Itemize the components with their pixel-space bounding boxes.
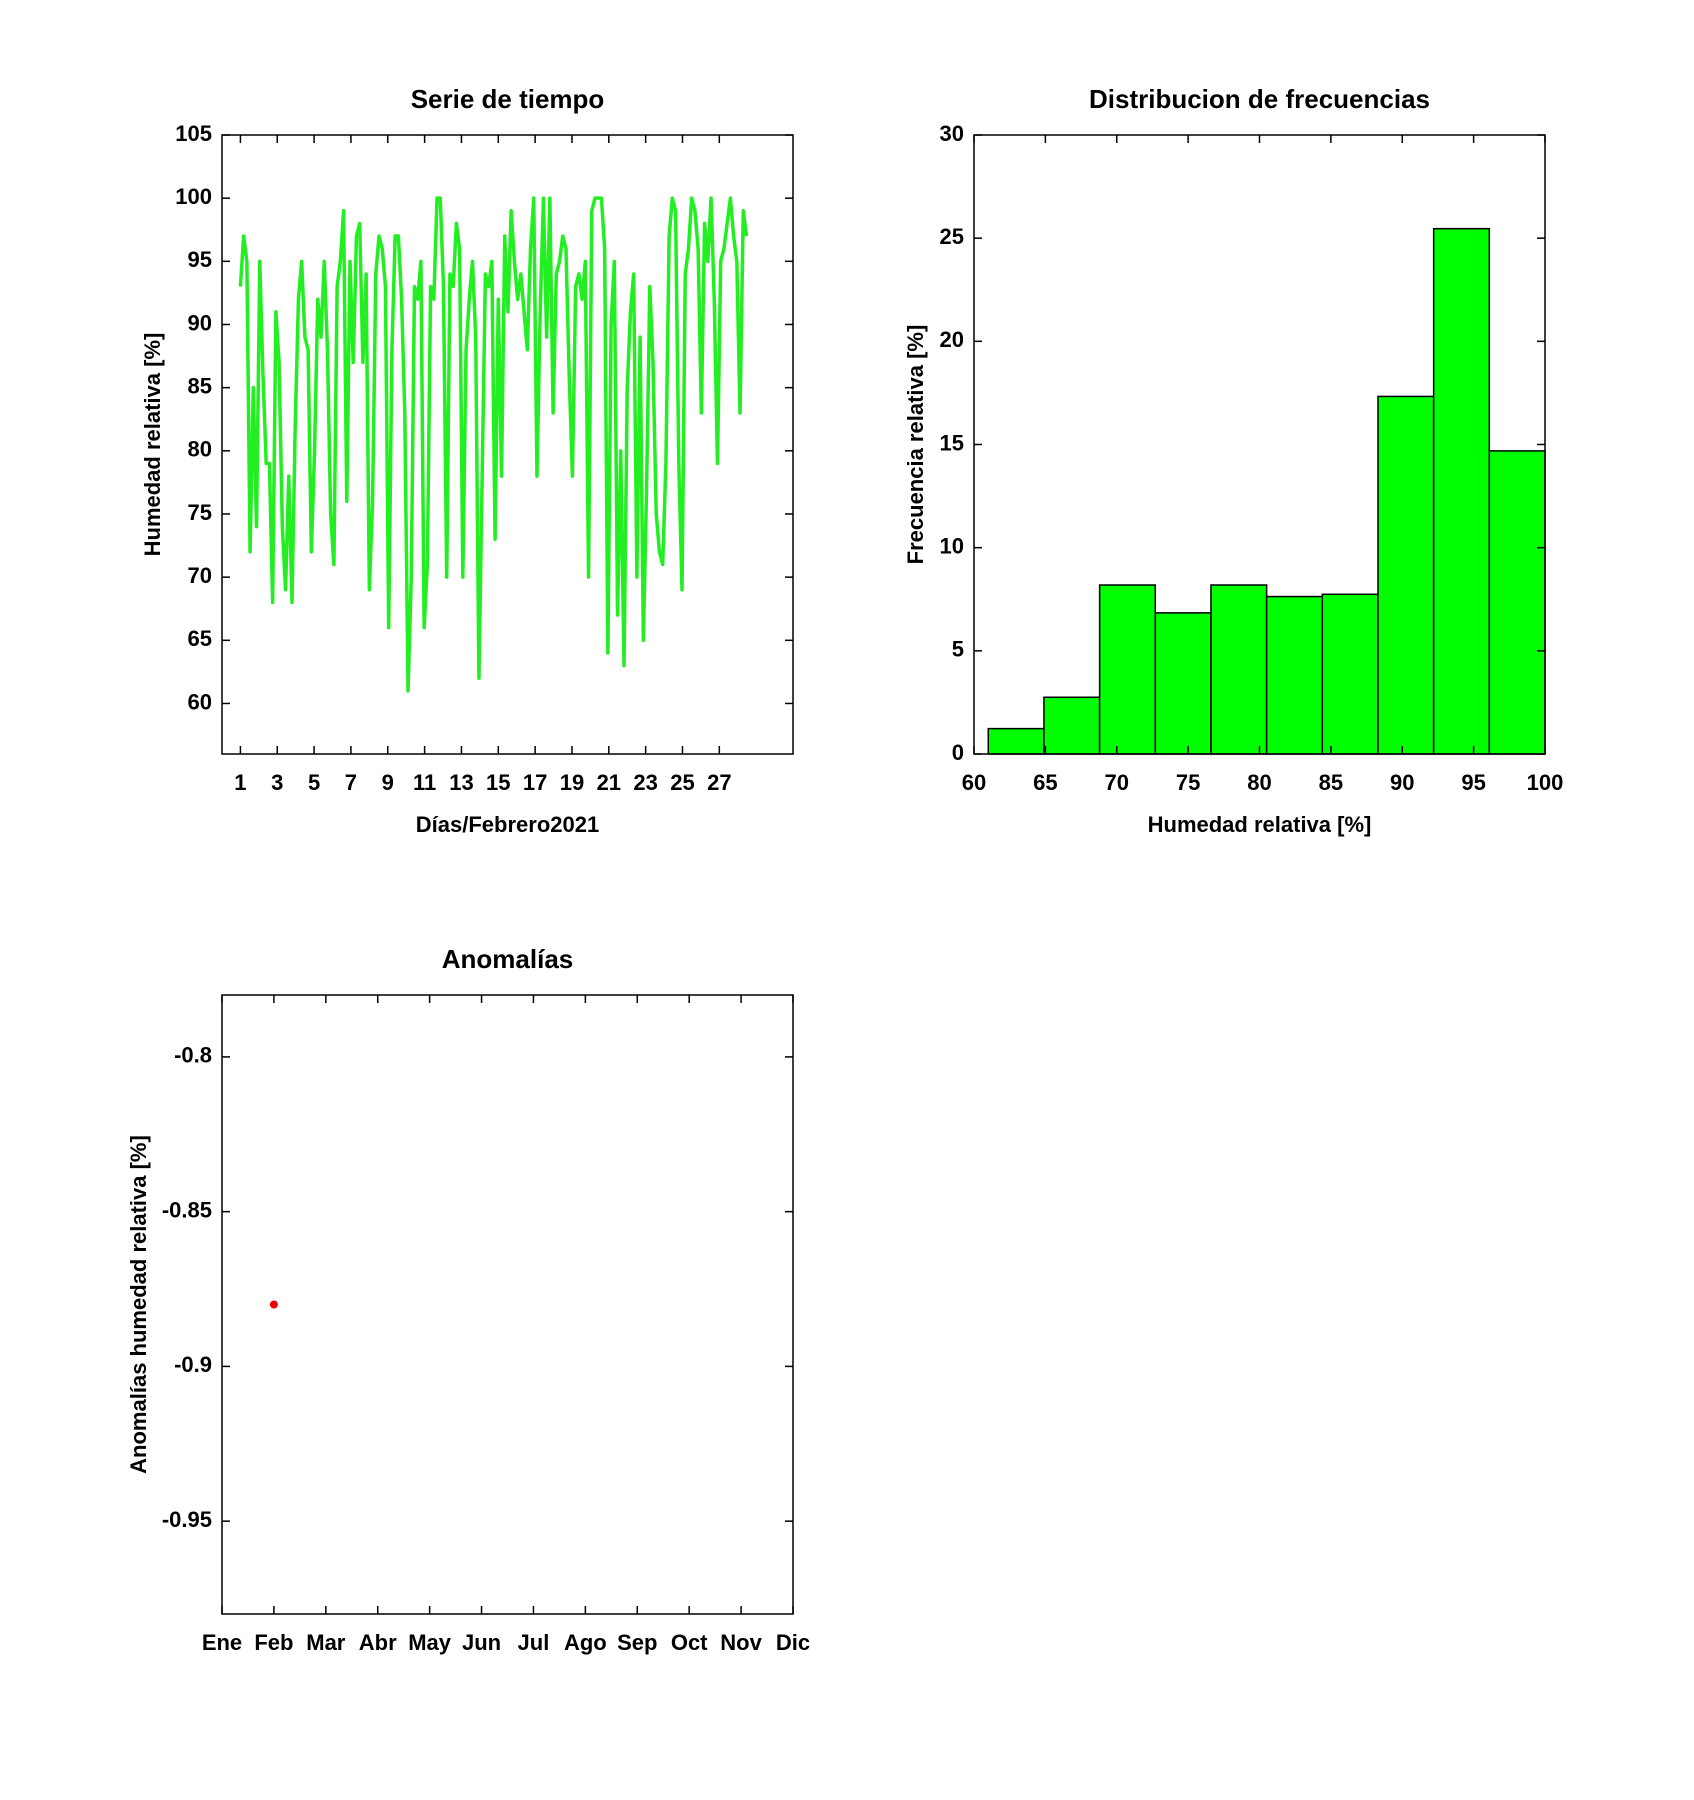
plot-frame [221, 134, 794, 755]
y-tick-label: 20 [940, 327, 964, 352]
x-tick-label: 25 [670, 770, 694, 795]
x-tick-label: Sep [617, 1630, 657, 1655]
bar [987, 727, 1045, 755]
x-tick-label: Feb [254, 1630, 293, 1655]
x-tick-label: 85 [1319, 770, 1343, 795]
y-tick-label: 5 [952, 637, 964, 662]
y-tick-label: -0.8 [174, 1043, 212, 1068]
x-tick-label: 100 [1527, 770, 1564, 795]
x-tick-label: 7 [345, 770, 357, 795]
bar [1377, 395, 1435, 755]
plot-frame [221, 994, 794, 1615]
x-tick-label: Oct [671, 1630, 708, 1655]
x-axis-label: Días/Febrero2021 [416, 812, 599, 837]
bar [1321, 593, 1379, 755]
x-tick-label: 80 [1247, 770, 1271, 795]
x-tick-label: 75 [1176, 770, 1200, 795]
y-tick-label: 105 [175, 121, 212, 146]
y-tick-label: 75 [188, 500, 212, 525]
x-tick-label: 9 [382, 770, 394, 795]
x-tick-label: Dic [776, 1630, 810, 1655]
x-tick-label: 5 [308, 770, 320, 795]
y-tick-label: -0.95 [162, 1507, 212, 1532]
x-tick-label: 3 [271, 770, 283, 795]
x-tick-label: 90 [1390, 770, 1414, 795]
x-tick-label: Abr [359, 1630, 397, 1655]
x-tick-label: 23 [633, 770, 657, 795]
bar [1098, 584, 1157, 755]
line [238, 196, 749, 693]
point [269, 1300, 278, 1309]
y-axis-label: Anomalías humedad relativa [%] [126, 1135, 151, 1474]
bar [1043, 696, 1101, 755]
x-tick-label: Ago [564, 1630, 607, 1655]
x-tick-label: 21 [597, 770, 621, 795]
y-tick-label: -0.85 [162, 1197, 212, 1222]
x-tick-label: 27 [707, 770, 731, 795]
bar [1210, 584, 1268, 755]
x-tick-label: 17 [523, 770, 547, 795]
chart-title: Distribucion de frecuencias [1089, 84, 1430, 114]
x-tick-label: May [408, 1630, 452, 1655]
y-tick-label: 25 [940, 224, 964, 249]
x-tick-label: Ene [202, 1630, 242, 1655]
y-tick-label: 10 [940, 533, 964, 558]
x-tick-label: 95 [1461, 770, 1485, 795]
x-tick-label: Jun [462, 1630, 501, 1655]
x-tick-label: Mar [306, 1630, 346, 1655]
y-axis-label: Humedad relativa [%] [140, 333, 165, 557]
y-axis-label: Frecuencia relativa [%] [903, 325, 928, 565]
y-tick-label: 70 [188, 563, 212, 588]
x-tick-label: 70 [1105, 770, 1129, 795]
x-tick-label: 11 [413, 770, 436, 795]
bar [1488, 450, 1546, 755]
x-axis-label: Humedad relativa [%] [1148, 812, 1372, 837]
y-tick-label: 90 [188, 310, 212, 335]
x-tick-label: 19 [560, 770, 584, 795]
x-tick-label: 60 [962, 770, 986, 795]
chart-title: Serie de tiempo [411, 84, 605, 114]
x-tick-label: 65 [1033, 770, 1057, 795]
y-tick-label: -0.9 [174, 1352, 212, 1377]
x-tick-label: Nov [720, 1630, 762, 1655]
bar [1265, 595, 1324, 755]
y-tick-label: 85 [188, 373, 212, 398]
y-tick-label: 60 [188, 689, 212, 714]
y-tick-label: 30 [940, 121, 964, 146]
y-tick-label: 15 [940, 430, 964, 455]
x-tick-label: 1 [234, 770, 246, 795]
y-tick-label: 100 [175, 184, 212, 209]
y-tick-label: 95 [188, 247, 212, 272]
bar [1432, 227, 1491, 755]
x-tick-label: Jul [518, 1630, 550, 1655]
y-tick-label: 65 [188, 626, 212, 651]
y-tick-label: 80 [188, 437, 212, 462]
x-tick-label: 13 [449, 770, 473, 795]
y-tick-label: 0 [952, 740, 964, 765]
chart-title: Anomalías [442, 944, 574, 974]
x-tick-label: 15 [486, 770, 510, 795]
bar [1154, 612, 1212, 755]
